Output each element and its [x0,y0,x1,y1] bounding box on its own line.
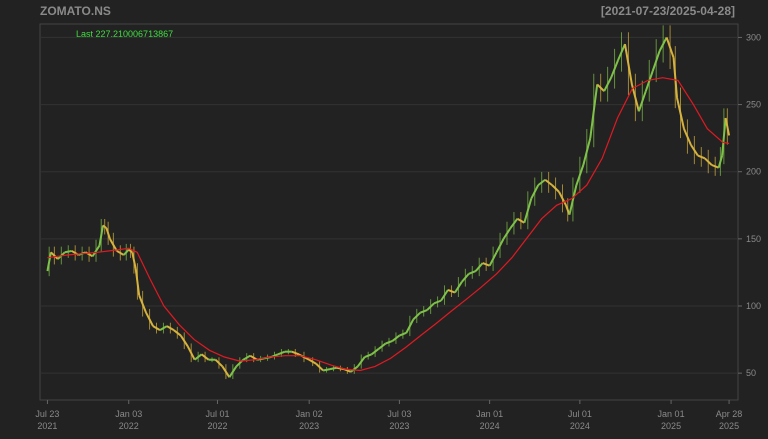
x-tick-label: Jan 03 [115,409,142,419]
x-tick-label: Jan 01 [658,409,685,419]
x-tick-year-label: 2025 [661,421,681,431]
x-tick-label: Jan 01 [476,409,503,419]
y-tick-label: 250 [746,100,761,110]
x-tick-label: Jul 23 [35,409,59,419]
y-tick-label: 150 [746,234,761,244]
x-tick-label: Jul 01 [205,409,229,419]
x-tick-year-label: 2023 [389,421,409,431]
x-tick-year-label: 2022 [119,421,139,431]
x-tick-year-label: 2025 [719,421,739,431]
y-tick-label: 300 [746,32,761,42]
x-tick-label: Jul 01 [568,409,592,419]
date-range: [2021-07-23/2025-04-28] [600,4,735,18]
y-tick-label: 200 [746,167,761,177]
x-tick-year-label: 2024 [480,421,500,431]
x-tick-year-label: 2024 [570,421,590,431]
x-tick-year-label: 2021 [37,421,57,431]
x-tick-year-label: 2022 [207,421,227,431]
moving-average-line [47,77,730,372]
y-tick-label: 50 [746,368,756,378]
y-tick-label: 100 [746,301,761,311]
x-tick-label: Jul 03 [387,409,411,419]
x-tick-label: Apr 28 [716,409,743,419]
plot-frame [39,23,739,401]
last-value-label: Last 227.210006713867 [76,29,174,39]
x-tick-year-label: 2023 [299,421,319,431]
chart-title: ZOMATO.NS [40,4,111,18]
x-tick-label: Jan 02 [296,409,323,419]
